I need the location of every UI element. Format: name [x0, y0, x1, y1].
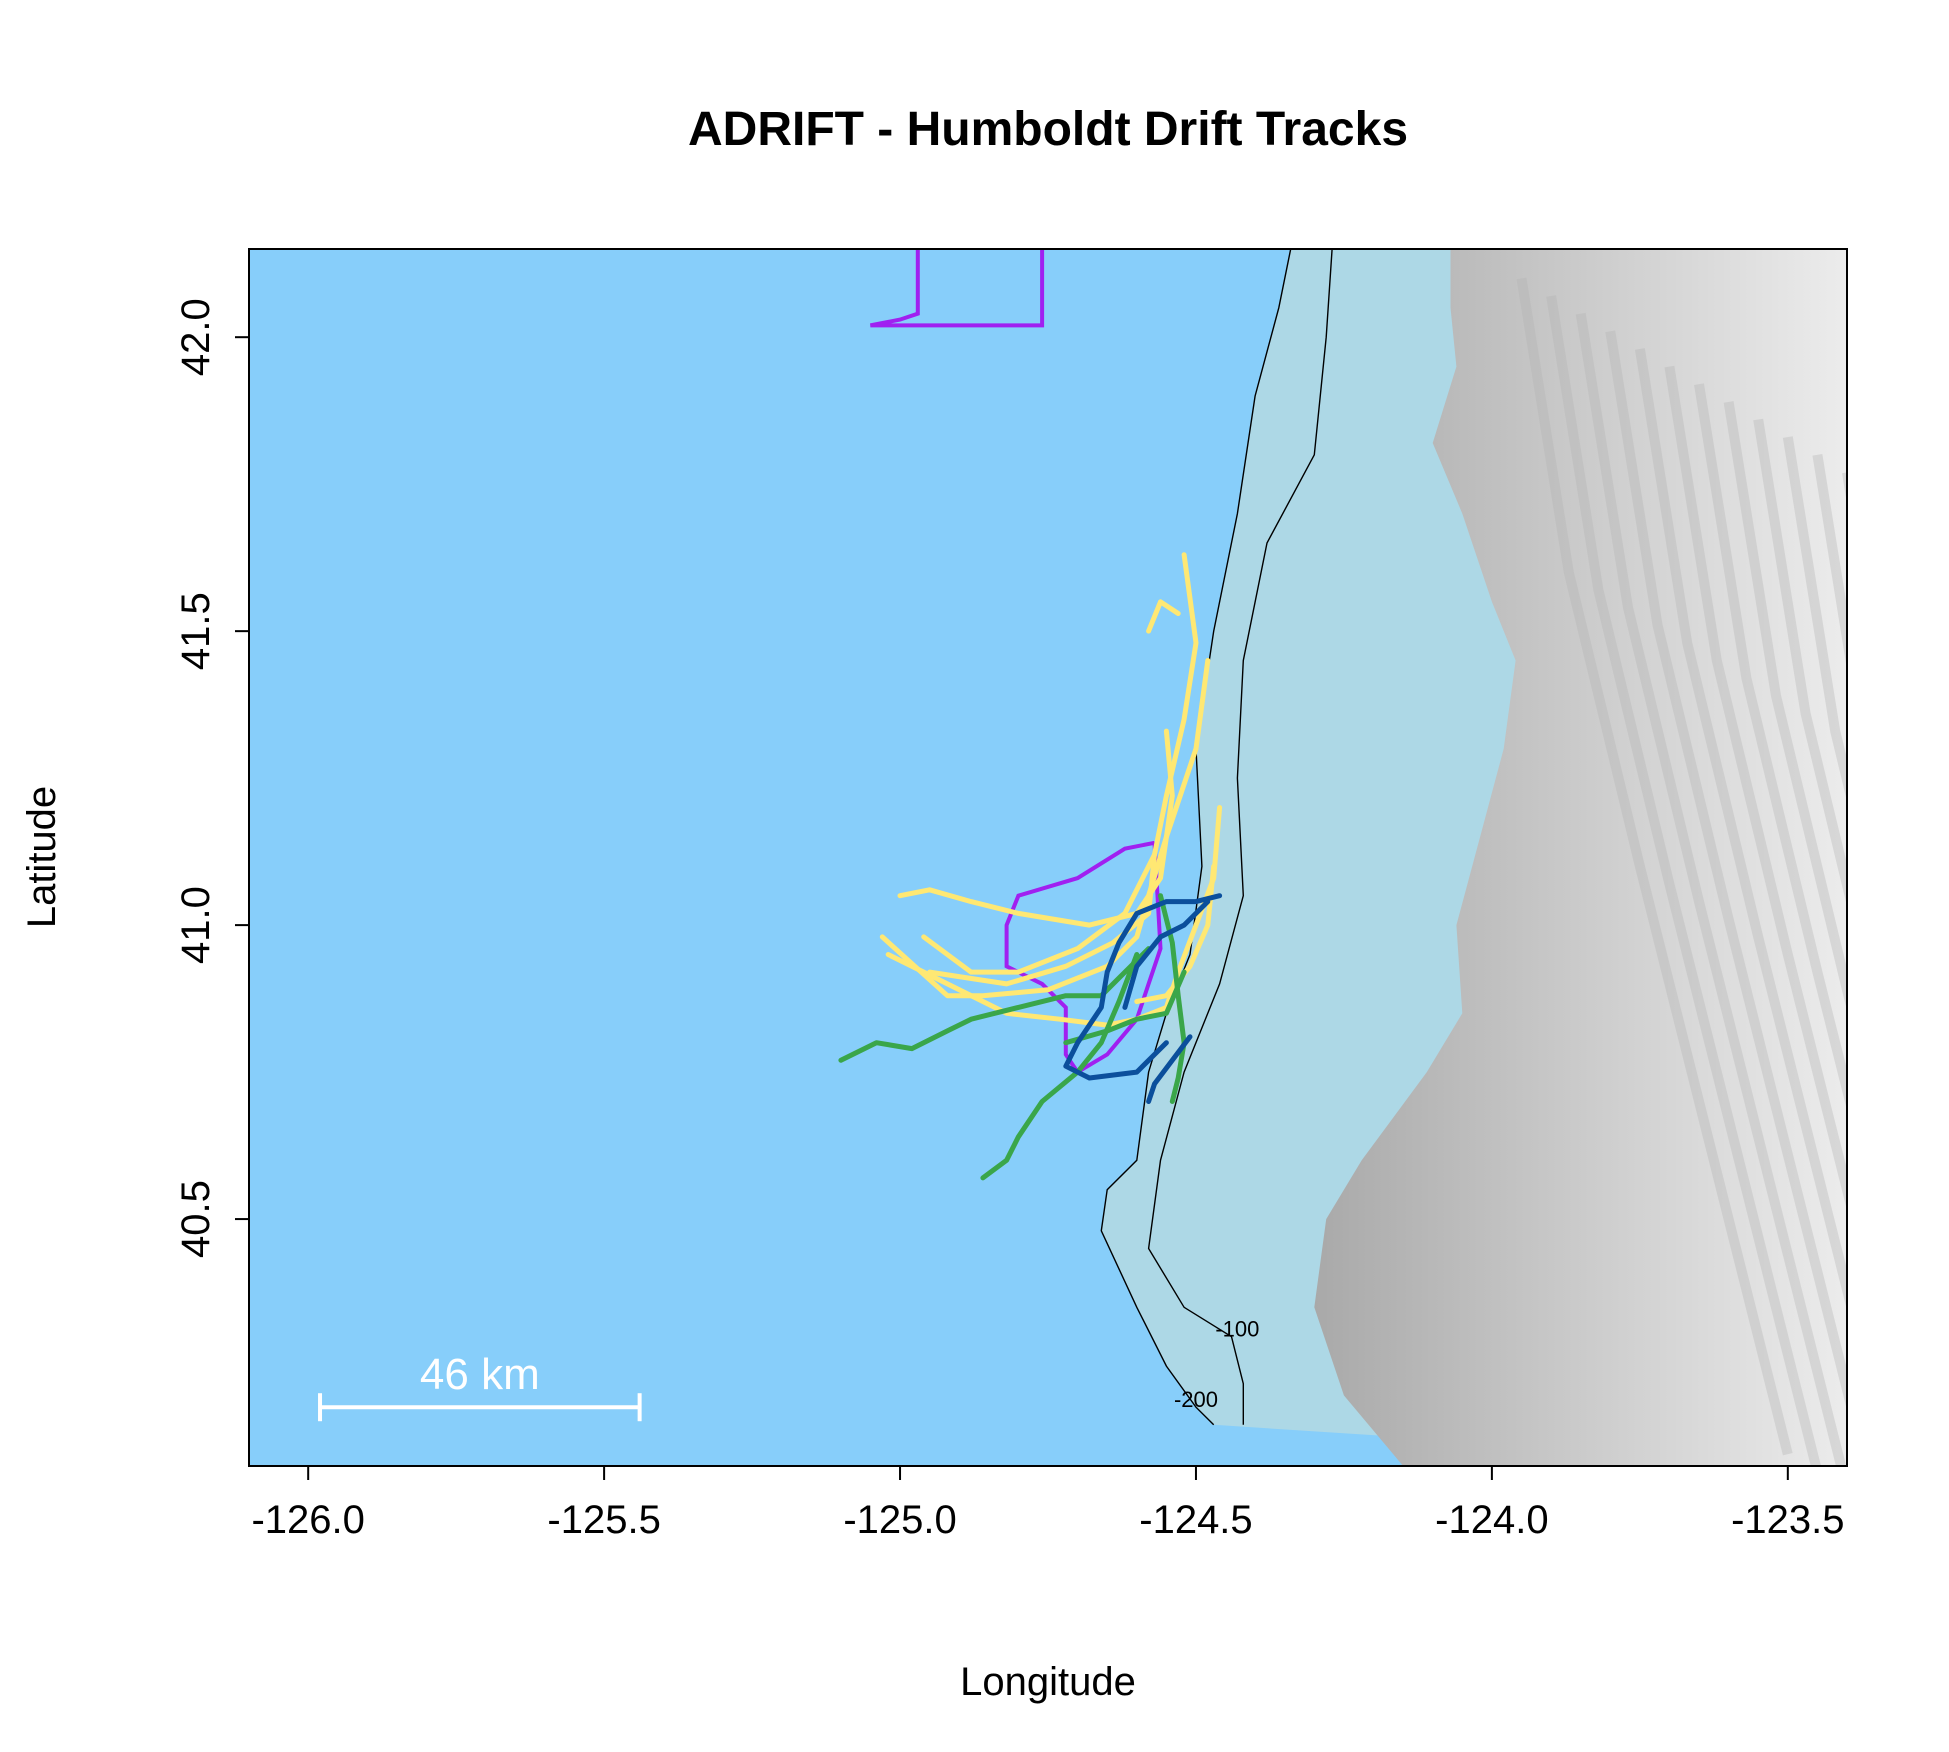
drift-track-green — [1158, 893, 1187, 1104]
y-tick-label: 41.0 — [174, 886, 218, 964]
x-tick-label: -125.5 — [547, 1498, 660, 1542]
terrain-ridge — [1575, 312, 1847, 1466]
x-axis: -126.0 -125.5 -125.0 -124.5 -124.0 -123.5 — [251, 1466, 1845, 1542]
y-tick-label: 42.0 — [174, 298, 218, 376]
land-terrain — [1314, 249, 1847, 1466]
drift-track-blue — [1063, 893, 1223, 1081]
terrain-ridges — [1516, 277, 1847, 1466]
terrain-ridge — [1753, 418, 1847, 907]
plot-frame — [248, 248, 1848, 1467]
drift-track-yellow — [897, 728, 1175, 928]
boundary-polygon — [1004, 840, 1163, 1075]
terrain-ridge — [1782, 436, 1847, 802]
x-axis-label: Longitude — [960, 1660, 1136, 1704]
drift-track-blue — [1146, 1034, 1193, 1104]
drift-track-green — [838, 946, 1152, 1063]
terrain-ridge — [1842, 472, 1847, 504]
scale-bar: 46 km — [318, 1350, 642, 1422]
y-tick-label: 41.5 — [174, 592, 218, 670]
contour-labels: -100 -200 — [1174, 1317, 1259, 1413]
drift-track-yellow — [921, 552, 1199, 975]
terrain-ridge — [1694, 383, 1847, 1111]
y-tick-label: 40.5 — [174, 1180, 218, 1258]
contour-label: -200 — [1174, 1387, 1218, 1412]
drift-track-yellow — [927, 852, 1157, 987]
x-tick-label: -125.0 — [843, 1498, 956, 1542]
x-tick-label: -123.5 — [1731, 1498, 1844, 1542]
depth-contour-100 — [1147, 249, 1333, 1425]
drift-track-yellow — [879, 658, 1211, 999]
terrain-ridge — [1546, 295, 1822, 1466]
x-tick-label: -124.5 — [1139, 1498, 1252, 1542]
terrain-ridge — [1723, 401, 1847, 1011]
plot-area: -100 -200 46 km — [249, 249, 1847, 1466]
terrain-ridge — [1634, 348, 1847, 1311]
chart-title: ADRIFT - Humboldt Drift Tracks — [688, 103, 1408, 156]
x-tick-label: -126.0 — [251, 1498, 364, 1542]
boundary-polygon — [870, 249, 1045, 328]
drift-track-yellow — [1146, 599, 1181, 634]
scale-bar-label: 46 km — [420, 1350, 540, 1399]
drift-track-blue — [1122, 899, 1211, 1010]
y-axis-label: Latitude — [20, 786, 64, 928]
x-tick-label: -124.0 — [1435, 1498, 1548, 1542]
drift-track-yellow — [1134, 863, 1217, 1004]
drift-track-green — [1063, 969, 1187, 1046]
y-axis: 40.5 41.0 41.5 42.0 — [174, 298, 249, 1258]
terrain-ridge — [1516, 277, 1793, 1456]
terrain-ridge — [1664, 365, 1847, 1211]
contour-label: -100 — [1215, 1317, 1259, 1342]
drift-tracks — [838, 552, 1223, 1181]
drift-track-green — [980, 952, 1140, 1181]
terrain-ridge — [1605, 330, 1847, 1411]
boundary-polygons — [870, 249, 1163, 1075]
